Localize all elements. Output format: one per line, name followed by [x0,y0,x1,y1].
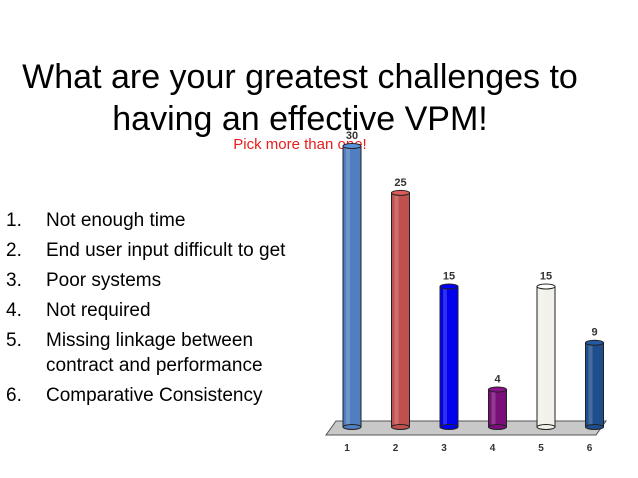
bar-cap [391,189,410,196]
option-number: 6. [6,385,22,406]
value-label: 30 [346,130,358,142]
bar-2 [391,189,410,430]
tick-label: 6 [587,443,593,454]
list-item: 6. Comparative Consistency [0,383,290,408]
value-label: 15 [540,271,552,283]
bar-body [536,286,556,428]
option-text: Not enough time [46,210,186,231]
tick-label: 1 [344,443,350,454]
bar-5 [536,283,556,430]
bar-cap [439,283,459,290]
bar-cap [342,143,362,149]
bar-base [342,424,362,430]
bar-body [391,192,410,428]
options-list: 1. Not enough time 2. End user input diffi… [0,208,290,413]
option-text: Poor systems [46,270,162,291]
bar-chart: 30 25 15 4 15 9 1 2 3 4 5 6 [325,130,607,454]
option-number: 5. [6,330,22,351]
bar-1 [342,143,362,430]
bars-group [342,143,604,430]
tick-label: 2 [393,443,399,454]
slide-subtitle: Pick more than one! [233,136,367,153]
list-item: 3. Poor systems [0,268,290,293]
bar-highlight [346,148,350,425]
option-text: Comparative Consistency [46,385,263,406]
bar-cap [488,386,507,393]
list-item: 4. Not required [0,298,290,323]
bar-3 [439,283,459,430]
bar-cap [585,339,604,346]
bar-highlight [588,344,593,425]
bar-body [342,145,362,428]
bar-body [585,342,604,428]
bar-base [488,424,507,430]
list-item: 2. End user input difficult to get [0,238,290,263]
list-item: 1. Not enough time [0,208,290,233]
tick-label: 3 [441,443,447,454]
option-text: Not required [46,300,151,321]
tick-label: 5 [538,443,544,454]
list-item: 5. Missing linkage between contract and p… [0,328,290,378]
option-text: Missing linkage between contract and per… [46,330,263,376]
bar-base [439,424,459,430]
value-label: 25 [394,177,406,189]
value-labels-group: 30 25 15 4 15 9 [346,130,598,386]
option-number: 3. [6,270,22,291]
option-number: 4. [6,300,22,321]
bar-body [439,286,459,428]
bar-cap [536,283,556,290]
option-number: 1. [6,210,22,231]
value-label: 15 [443,271,455,283]
bar-base [536,424,556,430]
slide-title: What are your greatest challenges to hav… [22,58,578,138]
bar-highlight [394,194,399,425]
option-text: End user input difficult to get [46,240,286,261]
tick-label: 4 [490,443,496,454]
bar-highlight [443,288,447,425]
tick-labels-group: 1 2 3 4 5 6 [344,443,593,454]
bar-body [488,389,507,428]
value-label: 9 [591,327,597,339]
bar-highlight [491,391,496,425]
bar-6 [585,339,604,430]
value-label: 4 [494,374,501,386]
option-number: 2. [6,240,22,261]
bar-4 [488,386,507,430]
bar-base [391,424,410,430]
bar-highlight [540,288,544,425]
chart-floor [325,420,607,436]
bar-base [585,424,604,430]
